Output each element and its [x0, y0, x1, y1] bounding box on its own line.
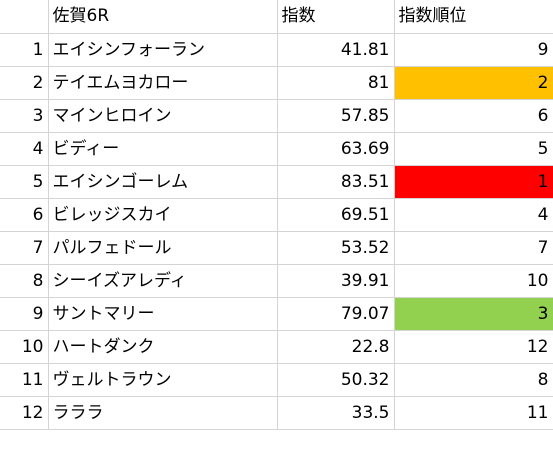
- table-row: 3 マインヒロイン 57.85 6: [0, 99, 553, 133]
- cell-score[interactable]: 53.52: [277, 231, 395, 265]
- header-cell-score[interactable]: 指数: [277, 0, 395, 34]
- cell-rank[interactable]: 7: [394, 231, 553, 265]
- cell-index[interactable]: 10: [0, 330, 49, 364]
- cell-index[interactable]: 5: [0, 165, 49, 199]
- cell-score[interactable]: 57.85: [277, 99, 395, 133]
- cell-score[interactable]: 22.8: [277, 330, 395, 364]
- header-cell-index[interactable]: [0, 0, 49, 34]
- cell-index[interactable]: 7: [0, 231, 49, 265]
- table-row: 1 エイシンフォーラン 41.81 9: [0, 33, 553, 67]
- cell-horse-name[interactable]: エイシンフォーラン: [48, 33, 278, 67]
- cell-horse-name[interactable]: シーイズアレディ: [48, 264, 278, 298]
- cell-horse-name[interactable]: サントマリー: [48, 297, 278, 331]
- cell-rank[interactable]: 6: [394, 99, 553, 133]
- table-row: 9 サントマリー 79.07 3: [0, 297, 553, 331]
- header-row: 佐賀6R 指数 指数順位: [0, 0, 553, 34]
- cell-rank[interactable]: 3: [394, 297, 553, 331]
- table-row: 10 ハートダンク 22.8 12: [0, 330, 553, 364]
- table-row: 6 ビレッジスカイ 69.51 4: [0, 198, 553, 232]
- cell-index[interactable]: 1: [0, 33, 49, 67]
- table-row: 8 シーイズアレディ 39.91 10: [0, 264, 553, 298]
- header-cell-race[interactable]: 佐賀6R: [48, 0, 278, 34]
- cell-index[interactable]: 3: [0, 99, 49, 133]
- cell-score[interactable]: 39.91: [277, 264, 395, 298]
- cell-rank[interactable]: 2: [394, 66, 553, 100]
- cell-horse-name[interactable]: ハートダンク: [48, 330, 278, 364]
- cell-horse-name[interactable]: ラララ: [48, 396, 278, 430]
- table-row: 7 パルフェドール 53.52 7: [0, 231, 553, 265]
- table-row: 4 ビディー 63.69 5: [0, 132, 553, 166]
- header-cell-rank[interactable]: 指数順位: [394, 0, 553, 34]
- cell-horse-name[interactable]: エイシンゴーレム: [48, 165, 278, 199]
- cell-index[interactable]: 12: [0, 396, 49, 430]
- cell-horse-name[interactable]: テイエムヨカロー: [48, 66, 278, 100]
- cell-score[interactable]: 69.51: [277, 198, 395, 232]
- cell-horse-name[interactable]: ビディー: [48, 132, 278, 166]
- cell-index[interactable]: 6: [0, 198, 49, 232]
- race-index-table: 佐賀6R 指数 指数順位 1 エイシンフォーラン 41.81 9 2 テイエムヨカロー 81…: [0, 0, 553, 430]
- cell-horse-name[interactable]: ビレッジスカイ: [48, 198, 278, 232]
- table-row: 12 ラララ 33.5 11: [0, 396, 553, 430]
- cell-score[interactable]: 83.51: [277, 165, 395, 199]
- cell-score[interactable]: 41.81: [277, 33, 395, 67]
- table-row: 5 エイシンゴーレム 83.51 1: [0, 165, 553, 199]
- cell-rank[interactable]: 1: [394, 165, 553, 199]
- cell-index[interactable]: 9: [0, 297, 49, 331]
- cell-score[interactable]: 63.69: [277, 132, 395, 166]
- cell-score[interactable]: 50.32: [277, 363, 395, 397]
- cell-rank[interactable]: 10: [394, 264, 553, 298]
- cell-rank[interactable]: 9: [394, 33, 553, 67]
- cell-score[interactable]: 79.07: [277, 297, 395, 331]
- table-row: 2 テイエムヨカロー 81 2: [0, 66, 553, 100]
- cell-score[interactable]: 33.5: [277, 396, 395, 430]
- cell-rank[interactable]: 8: [394, 363, 553, 397]
- cell-horse-name[interactable]: パルフェドール: [48, 231, 278, 265]
- cell-rank[interactable]: 4: [394, 198, 553, 232]
- cell-horse-name[interactable]: マインヒロイン: [48, 99, 278, 133]
- table-row: 11 ヴェルトラウン 50.32 8: [0, 363, 553, 397]
- cell-horse-name[interactable]: ヴェルトラウン: [48, 363, 278, 397]
- cell-index[interactable]: 4: [0, 132, 49, 166]
- cell-rank[interactable]: 11: [394, 396, 553, 430]
- cell-rank[interactable]: 12: [394, 330, 553, 364]
- cell-index[interactable]: 2: [0, 66, 49, 100]
- cell-score[interactable]: 81: [277, 66, 395, 100]
- cell-rank[interactable]: 5: [394, 132, 553, 166]
- cell-index[interactable]: 8: [0, 264, 49, 298]
- cell-index[interactable]: 11: [0, 363, 49, 397]
